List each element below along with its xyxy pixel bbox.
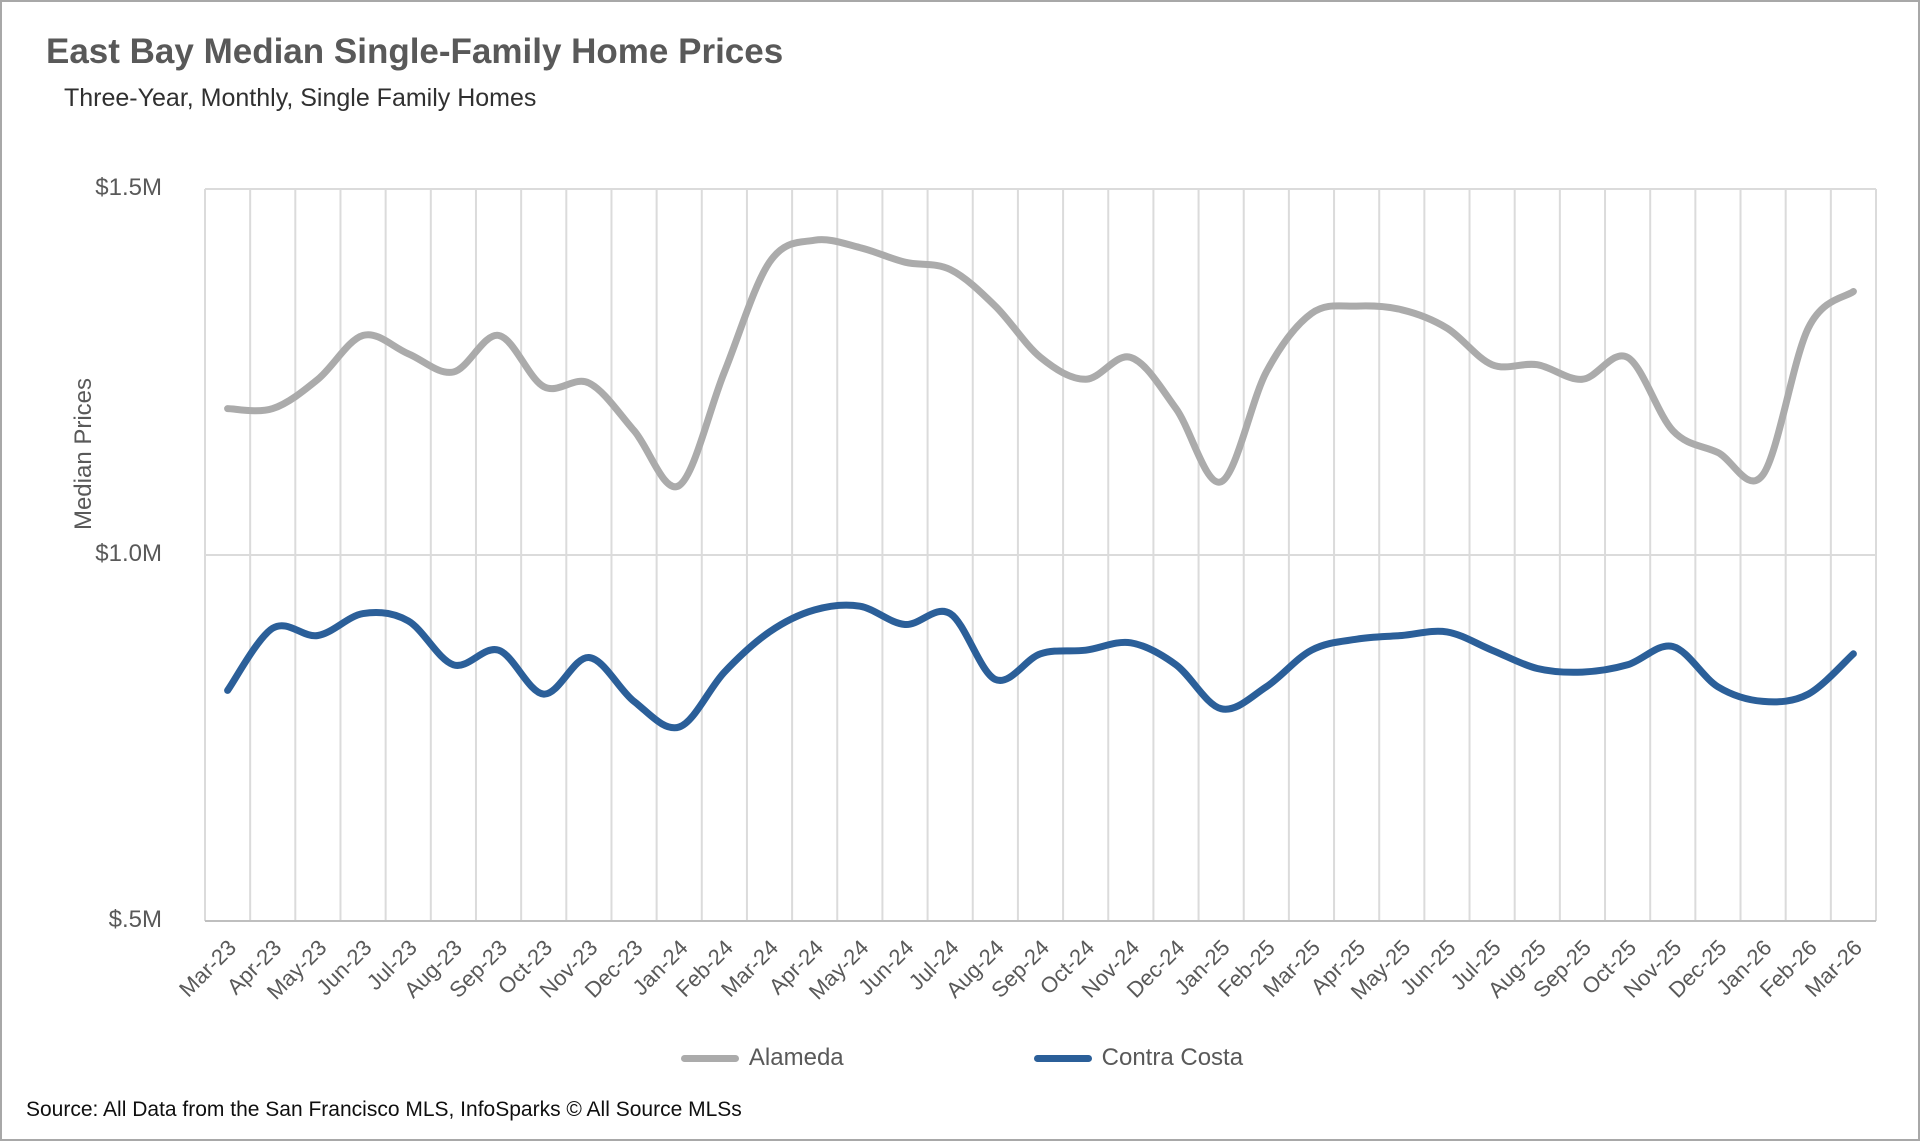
y-tick-label-1-5m: $1.5M	[95, 174, 162, 201]
source-note: Source: All Data from the San Francisco …	[26, 1098, 742, 1121]
y-tick-label-1-0m: $1.0M	[95, 540, 162, 567]
chart-title: East Bay Median Single-Family Home Price…	[46, 32, 784, 71]
series-line-contra-costa	[224, 601, 1857, 732]
series-line-alameda	[224, 236, 1857, 491]
y-tick-label-0-5m: $.5M	[108, 906, 162, 933]
chart-subtitle: Three-Year, Monthly, Single Family Homes	[64, 84, 537, 112]
